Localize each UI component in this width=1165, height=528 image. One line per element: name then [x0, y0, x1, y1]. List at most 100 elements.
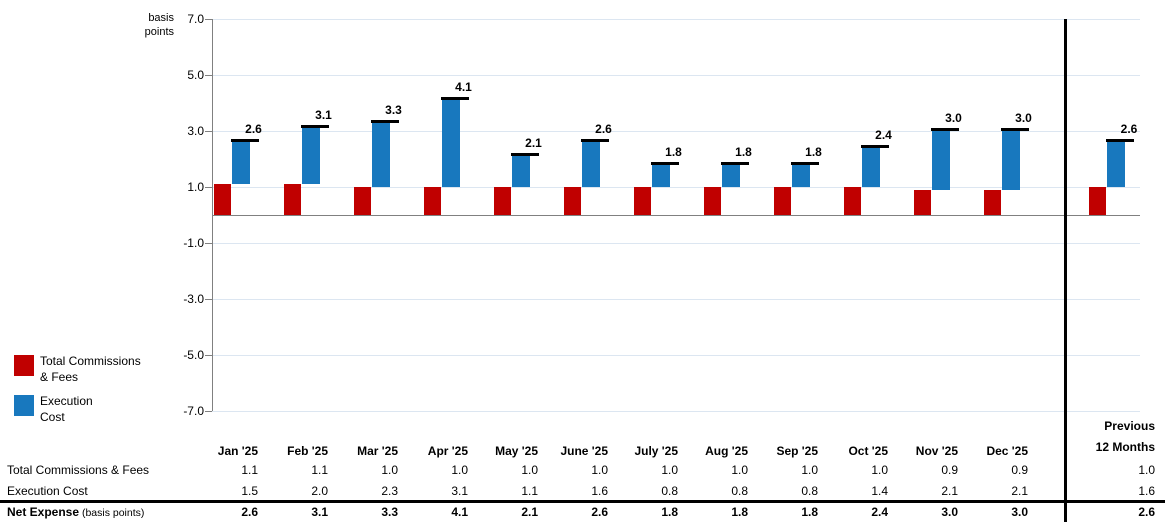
commissions-legend-line2: & Fees: [40, 370, 79, 384]
table-cell: 0.8: [801, 484, 818, 498]
table-cell: 1.0: [731, 463, 748, 477]
commissions-bar: [703, 187, 721, 215]
commissions-bar: [283, 184, 301, 215]
table-cell: 1.8: [731, 505, 748, 519]
net-total-label: 4.1: [455, 80, 472, 95]
table-cell: 2.0: [311, 484, 328, 498]
y-axis-tick: [205, 19, 212, 20]
net-total-cap: [650, 161, 679, 165]
table-period-cell: 2.6: [1138, 505, 1155, 519]
table-cell: 3.3: [381, 505, 398, 519]
execution-bar: [581, 142, 600, 187]
execution-bar: [511, 156, 530, 187]
y-axis-tick-label: 1.0: [187, 180, 204, 194]
net-total-label: 2.6: [595, 122, 612, 137]
table-cell: 1.1: [241, 463, 258, 477]
commissions-legend-swatch: [14, 355, 34, 376]
y-axis-tick-label: -7.0: [183, 404, 204, 418]
y-axis-tick-label: -1.0: [183, 236, 204, 250]
execution-legend-line2: Cost: [40, 410, 65, 424]
execution-bar: [791, 164, 810, 187]
table-cell: 2.3: [381, 484, 398, 498]
y-axis-tick: [205, 75, 212, 76]
commissions-bar: [913, 189, 931, 215]
execution-legend-label: Execution Cost: [40, 393, 93, 425]
execution-bar: [861, 147, 880, 187]
table-header-cell: May '25: [495, 444, 538, 458]
commissions-bar: [353, 187, 371, 215]
commissions-legend-label: Total Commissions & Fees: [40, 353, 141, 385]
y-axis-tick-label: -5.0: [183, 348, 204, 362]
zero-line: [212, 215, 1140, 216]
table-cell: 2.6: [591, 505, 608, 519]
net-expense-separator-line: [0, 500, 1165, 503]
commissions-bar: [213, 184, 231, 215]
gridline: [212, 411, 1140, 412]
table-header-cell: Sep '25: [776, 444, 818, 458]
y-axis-tick: [205, 411, 212, 412]
execution-bar: [931, 131, 950, 190]
net-total-cap: [930, 128, 959, 131]
commissions-bar: [983, 189, 1001, 215]
y-axis-tick: [205, 355, 212, 356]
gridline: [212, 187, 1140, 188]
table-cell: 2.4: [871, 505, 888, 519]
y-axis-tick-label: 5.0: [187, 68, 204, 82]
net-total-cap: [860, 144, 889, 148]
table-cell: 2.1: [941, 484, 958, 498]
table-header-cell: Aug '25: [705, 444, 748, 458]
table-period-cell: 1.6: [1138, 484, 1155, 498]
period-divider-line: [1064, 19, 1067, 522]
table-cell: 1.5: [241, 484, 258, 498]
commissions-bar: [773, 187, 791, 215]
execution-bar: [371, 122, 390, 187]
gridline: [212, 243, 1140, 244]
table-header-cell: Nov '25: [915, 444, 958, 458]
commissions-bar: [1089, 187, 1106, 215]
commissions-legend-line1: Total Commissions: [40, 354, 141, 368]
net-total-cap: [440, 97, 469, 101]
y-axis-tick-label: -3.0: [183, 292, 204, 306]
table-cell: 0.9: [1011, 463, 1028, 477]
commissions-bar: [843, 187, 861, 215]
table-cell: 0.8: [731, 484, 748, 498]
table-header-cell: Mar '25: [357, 444, 398, 458]
y-axis-tick-label: 7.0: [187, 12, 204, 26]
net-total-cap: [790, 161, 819, 165]
net-total-label: 3.3: [385, 102, 402, 117]
commissions-bar: [493, 187, 511, 215]
net-total-label: 2.1: [525, 136, 542, 151]
net-total-label: 2.6: [245, 122, 262, 137]
execution-bar: [441, 100, 460, 187]
execution-bar: [1001, 131, 1020, 190]
net-total-cap: [580, 139, 609, 143]
table-cell: 3.1: [451, 484, 468, 498]
execution-bar: [651, 164, 670, 187]
table-cell: 1.6: [591, 484, 608, 498]
gridline: [212, 355, 1140, 356]
net-total-label: 3.0: [1015, 111, 1032, 125]
table-cell: 1.0: [591, 463, 608, 477]
table-cell: 0.9: [941, 463, 958, 477]
table-cell: 1.0: [801, 463, 818, 477]
execution-legend-line1: Execution: [40, 394, 93, 408]
y-axis-tick: [205, 187, 212, 188]
table-header-cell: Jan '25: [217, 444, 258, 458]
table-row-label: Total Commissions & Fees: [7, 463, 150, 477]
net-total-label: 1.8: [665, 144, 682, 159]
net-total-cap: [370, 119, 399, 123]
net-total-cap: [230, 139, 259, 143]
table-period-cell: 1.0: [1138, 463, 1155, 477]
table-cell: 0.8: [661, 484, 678, 498]
table-cell: 2.6: [241, 505, 258, 519]
net-total-cap: [1106, 139, 1134, 143]
net-total-cap: [510, 153, 539, 157]
net-total-cap: [300, 125, 329, 129]
table-cell: 3.1: [311, 505, 328, 519]
gridline: [212, 131, 1140, 132]
table-cell: 1.0: [871, 463, 888, 477]
y-axis-tick: [205, 131, 212, 132]
period-header-line1: Previous: [1104, 419, 1155, 433]
table-cell: 1.1: [311, 463, 328, 477]
